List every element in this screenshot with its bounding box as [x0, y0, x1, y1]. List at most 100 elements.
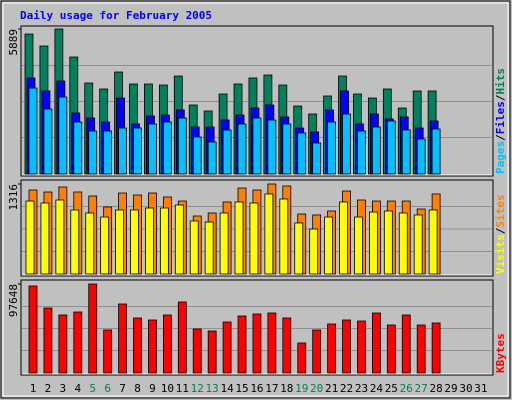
x-tick-label: 6: [104, 382, 111, 395]
bar: [133, 127, 142, 175]
bar: [70, 209, 80, 275]
y-tick-label: 97648: [7, 284, 20, 317]
bar: [297, 132, 307, 175]
legend: Pages/Files/Hits: [494, 68, 507, 174]
bar: [282, 123, 292, 175]
x-tick-label: 13: [206, 382, 219, 395]
x-tick-label: 14: [220, 382, 234, 395]
bar: [148, 123, 157, 175]
bar: [401, 129, 411, 175]
x-tick-label: 1: [30, 382, 37, 395]
bar: [312, 329, 322, 374]
bar: [133, 317, 142, 374]
y-tick-label: 1316: [7, 184, 20, 211]
bar: [252, 117, 262, 175]
x-tick-label: 18: [280, 382, 293, 395]
x-tick-label: 21: [325, 382, 338, 395]
x-tick-label: 27: [415, 382, 428, 395]
bar: [159, 207, 169, 275]
bar: [339, 201, 348, 275]
bar: [279, 198, 289, 275]
bar: [297, 342, 307, 374]
legend-entry: Files: [494, 101, 507, 134]
x-tick-label: 31: [474, 382, 487, 395]
bar: [309, 228, 319, 275]
bar: [294, 222, 304, 275]
bar: [73, 121, 83, 175]
bar: [148, 319, 157, 374]
bar: [28, 285, 38, 374]
bar: [401, 314, 411, 374]
x-tick-label: 22: [340, 382, 353, 395]
x-tick-label: 20: [310, 382, 323, 395]
bar: [342, 319, 351, 374]
bar: [312, 142, 322, 175]
bar: [371, 126, 381, 175]
x-tick-label: 2: [45, 382, 52, 395]
x-tick-label: 17: [265, 382, 278, 395]
legend-entry: KBytes: [494, 333, 507, 373]
x-tick-label: 4: [74, 382, 81, 395]
x-tick-label: 25: [385, 382, 398, 395]
legend-separator: /: [494, 94, 507, 101]
bar: [267, 119, 277, 175]
bar: [103, 329, 113, 374]
bar: [219, 212, 229, 275]
x-tick-label: 26: [400, 382, 413, 395]
bar: [368, 211, 378, 275]
bar: [237, 123, 247, 175]
bar: [357, 130, 366, 175]
bar: [327, 121, 337, 175]
bar: [118, 127, 127, 175]
x-tick-label: 16: [250, 382, 263, 395]
bar: [249, 202, 259, 275]
x-tick-label: 8: [134, 382, 141, 395]
bar: [40, 202, 50, 275]
bar: [58, 96, 68, 175]
frame-inner: [2, 2, 509, 397]
x-tick-label: 9: [149, 382, 156, 395]
chart-title: Daily usage for February 2005: [20, 9, 212, 22]
legend-entry: Visits: [494, 234, 507, 274]
bar: [383, 210, 393, 275]
bar: [267, 312, 277, 374]
bar: [43, 307, 53, 374]
bar: [264, 193, 274, 275]
legend-entry: Sites: [494, 195, 507, 228]
bar: [282, 317, 292, 374]
x-tick-label: 12: [191, 382, 204, 395]
bar: [428, 209, 438, 275]
bar: [100, 216, 110, 275]
bar: [88, 283, 98, 374]
x-tick-label: 23: [355, 382, 368, 395]
bar: [118, 303, 127, 374]
bar: [237, 315, 247, 374]
x-tick-label: 5: [89, 382, 96, 395]
bar: [162, 314, 172, 374]
legend: Visits/Sites: [494, 195, 507, 275]
bar: [431, 128, 441, 175]
bar: [371, 312, 381, 374]
bar: [357, 320, 366, 374]
legend-separator: /: [494, 227, 507, 234]
bar: [103, 130, 113, 175]
bar: [115, 209, 124, 275]
bar: [192, 328, 202, 374]
bar: [354, 216, 363, 275]
x-tick-label: 10: [161, 382, 174, 395]
bar: [130, 209, 139, 275]
x-tick-label: 28: [429, 382, 442, 395]
legend: KBytes: [494, 333, 507, 373]
x-tick-label: 11: [176, 382, 189, 395]
bar: [192, 136, 202, 175]
bar: [413, 214, 423, 275]
bar: [189, 220, 199, 275]
bar: [88, 130, 98, 175]
x-tick-label: 7: [119, 382, 126, 395]
bar: [73, 311, 83, 374]
bar: [252, 313, 262, 374]
bar: [342, 113, 351, 175]
bar: [416, 324, 426, 374]
